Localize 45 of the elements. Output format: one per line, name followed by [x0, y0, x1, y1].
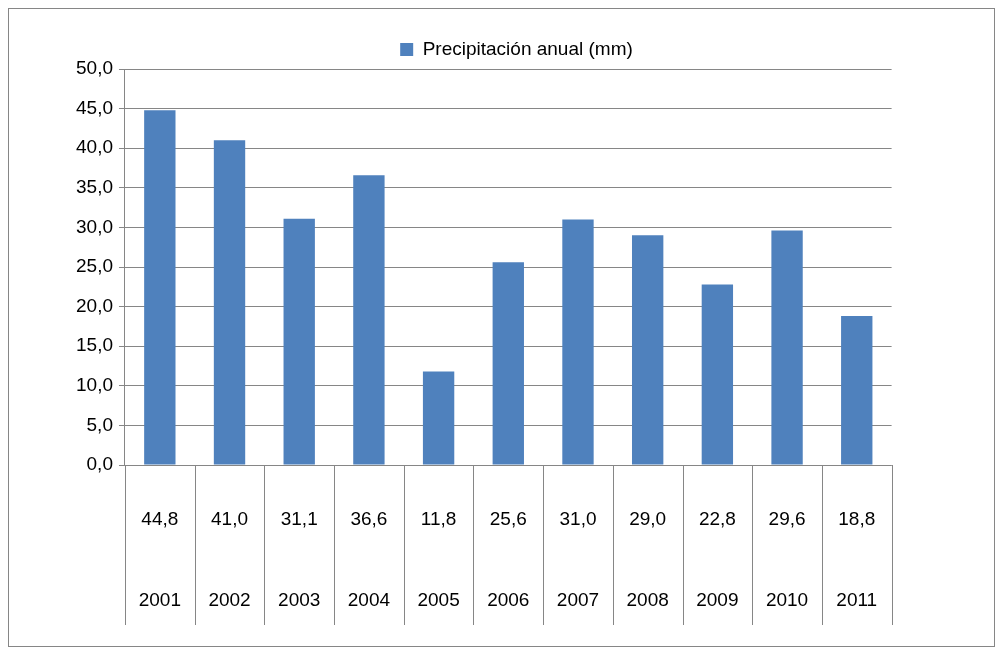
x-tick-label: 2002 [208, 588, 251, 610]
data-label: 22,8 [698, 507, 736, 529]
y-tick-label: 15,0 [76, 334, 113, 356]
x-tick-label: 2005 [417, 588, 460, 610]
data-label: 31,0 [559, 507, 597, 529]
x-tick-label: 2008 [626, 588, 669, 610]
y-tick-label: 0,0 [86, 453, 113, 475]
bar [422, 371, 455, 465]
x-tick-label: 2011 [836, 588, 878, 610]
y-tick-label: 50,0 [76, 57, 113, 79]
x-tick-label: 2003 [278, 588, 321, 610]
bar [144, 110, 176, 465]
y-tick-label: 40,0 [76, 136, 113, 158]
bar [283, 218, 315, 465]
y-tick-label: 30,0 [76, 215, 113, 237]
x-tick-label: 2009 [696, 588, 739, 610]
y-tick-label: 10,0 [76, 374, 113, 396]
data-label: 29,6 [768, 507, 806, 529]
x-tick-label: 2007 [556, 588, 600, 610]
bar [213, 140, 246, 465]
data-label: 11,8 [420, 507, 457, 529]
y-tick-label: 5,0 [86, 413, 113, 435]
bar [841, 316, 873, 465]
x-tick-label: 2006 [487, 588, 530, 610]
data-label: 18,8 [838, 507, 876, 529]
bar [562, 219, 594, 465]
data-label: 31,1 [280, 507, 318, 529]
y-tick-label: 25,0 [76, 255, 113, 277]
data-label: 41,0 [211, 507, 249, 529]
data-label: 29,0 [629, 507, 667, 529]
data-label: 25,6 [489, 507, 527, 529]
bar [631, 235, 664, 465]
y-tick-label: 35,0 [76, 176, 113, 198]
data-label: 44,8 [141, 507, 179, 529]
x-tick-label: 2001 [138, 588, 181, 610]
x-tick-label: 2004 [347, 588, 391, 610]
bar [771, 230, 803, 465]
y-tick-label: 20,0 [76, 294, 113, 316]
data-label: 36,6 [350, 507, 388, 529]
bar [701, 284, 734, 465]
x-tick-label: 2010 [765, 588, 809, 610]
legend-label: Precipitación anual (mm) [422, 37, 633, 59]
y-tick-label: 45,0 [76, 96, 113, 118]
bar [492, 262, 524, 465]
bar [353, 175, 385, 465]
